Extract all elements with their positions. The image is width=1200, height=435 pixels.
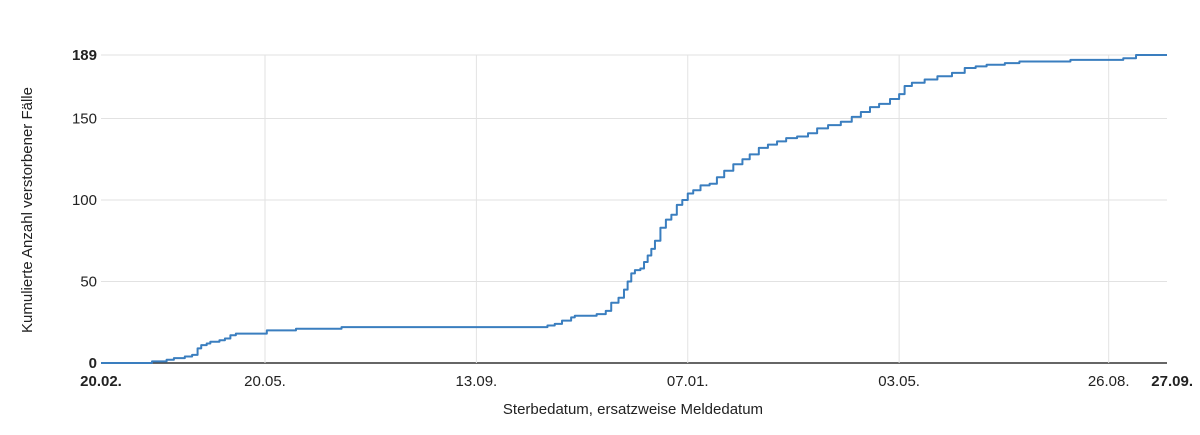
y-tick-label: 100 — [72, 192, 97, 209]
y-axis-ticks: 0 50 100 150 189 — [72, 47, 97, 372]
x-tick-label: 13.09. — [456, 373, 498, 390]
grid-lines — [101, 54, 1167, 364]
y-tick-label: 0 — [89, 355, 97, 372]
x-tick-label: 07.01. — [667, 373, 709, 390]
x-tick-label: 20.05. — [244, 373, 286, 390]
series-layer — [101, 54, 1167, 364]
x-tick-label: 27.09. — [1151, 373, 1193, 390]
series-line — [101, 54, 1167, 364]
x-tick-label: 26.08. — [1088, 373, 1130, 390]
x-axis-label: Sterbedatum, ersatzweise Meldedatum — [503, 401, 763, 418]
y-tick-label: 150 — [72, 111, 97, 128]
x-axis-ticks: 20.02. 20.05. 13.09. 07.01. 03.05. 26.08. 27.0… — [80, 373, 1193, 390]
y-tick-label: 189 — [72, 47, 97, 64]
x-tick-label: 20.02. — [80, 373, 122, 390]
x-tick-label: 03.05. — [878, 373, 920, 390]
y-axis-label: Kumulierte Anzahl verstorbener Fälle — [19, 87, 36, 333]
y-tick-label: 50 — [80, 274, 97, 291]
